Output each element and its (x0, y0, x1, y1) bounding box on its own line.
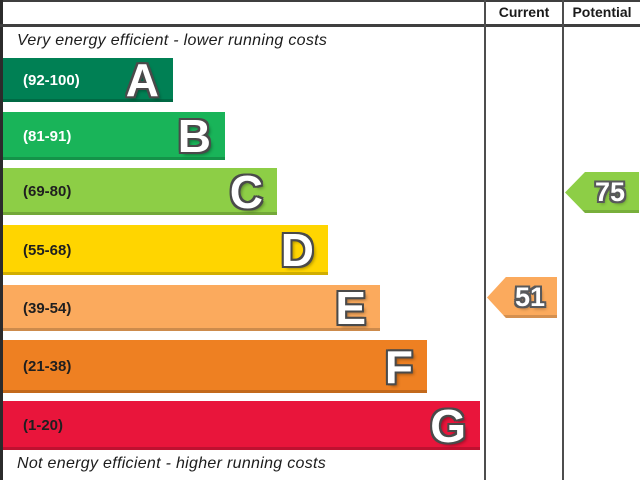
potential-rating-arrow: 75 (565, 172, 639, 213)
current-column-divider (484, 0, 486, 480)
band-letter: E (335, 282, 366, 334)
band-row-f: (21-38) F (3, 340, 427, 393)
band-letter: A (125, 54, 159, 106)
band-row-d: (55-68) D (3, 225, 328, 275)
band-range-label: (55-68) (23, 241, 72, 259)
potential-column-header: Potential (572, 4, 632, 20)
top-caption: Very energy efficient - lower running co… (17, 32, 328, 49)
potential-column-divider (562, 0, 564, 480)
band-range-label: (81-91) (23, 127, 72, 145)
top-border-line (0, 0, 640, 2)
band-row-b: (81-91) B (3, 112, 225, 160)
band-row-g: (1-20) G (3, 401, 480, 450)
header-divider-line (0, 24, 640, 27)
band-letter: B (177, 110, 211, 162)
band-row-e: (39-54) E (3, 285, 380, 331)
left-border-line (0, 0, 3, 480)
band-range-label: (39-54) (23, 299, 72, 317)
band-row-c: (69-80) C (3, 168, 277, 215)
band-range-label: (1-20) (23, 417, 64, 434)
current-rating-arrow: 51 (487, 277, 557, 318)
band-letter: C (229, 165, 263, 218)
band-letter: G (430, 399, 466, 452)
band-letter: D (280, 224, 314, 276)
band-letter: F (384, 340, 413, 393)
current-column-header: Current (498, 4, 550, 20)
bottom-caption: Not energy efficient - higher running co… (17, 455, 327, 472)
band-range-label: (21-38) (23, 358, 72, 375)
band-row-a: (92-100) A (3, 54, 173, 106)
potential-rating-value: 75 (594, 177, 626, 207)
band-range-label: (69-80) (23, 183, 72, 200)
current-rating-value: 51 (514, 282, 546, 312)
band-range-label: (92-100) (23, 71, 80, 89)
